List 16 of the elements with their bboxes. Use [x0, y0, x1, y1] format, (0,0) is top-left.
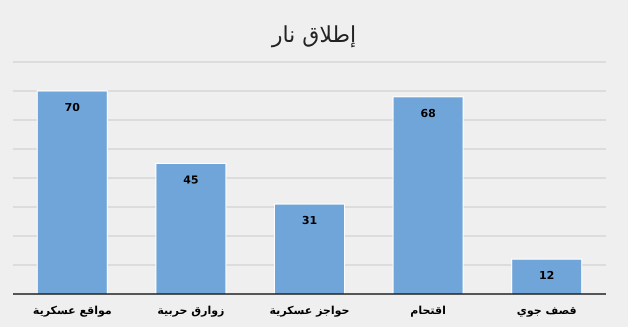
x-tick-label: مواقع عسكرية	[32, 304, 112, 317]
bar	[36, 90, 108, 294]
data-label: 45	[183, 174, 199, 186]
bar	[392, 96, 464, 294]
data-label: 12	[539, 269, 554, 282]
x-tick-label: حواجز عسكرية	[270, 304, 350, 317]
x-tick-label: قصف جوي	[516, 304, 577, 317]
x-tick-label: اقتحام	[410, 304, 446, 317]
data-label: 68	[420, 106, 436, 120]
x-tick-label: زوارق حربية	[157, 304, 224, 317]
bar	[274, 204, 345, 294]
chart-title: إطلاق نار	[270, 23, 356, 48]
bar	[155, 163, 226, 294]
data-label: 31	[302, 214, 318, 228]
bar	[511, 258, 582, 294]
data-label: 70	[64, 101, 80, 114]
